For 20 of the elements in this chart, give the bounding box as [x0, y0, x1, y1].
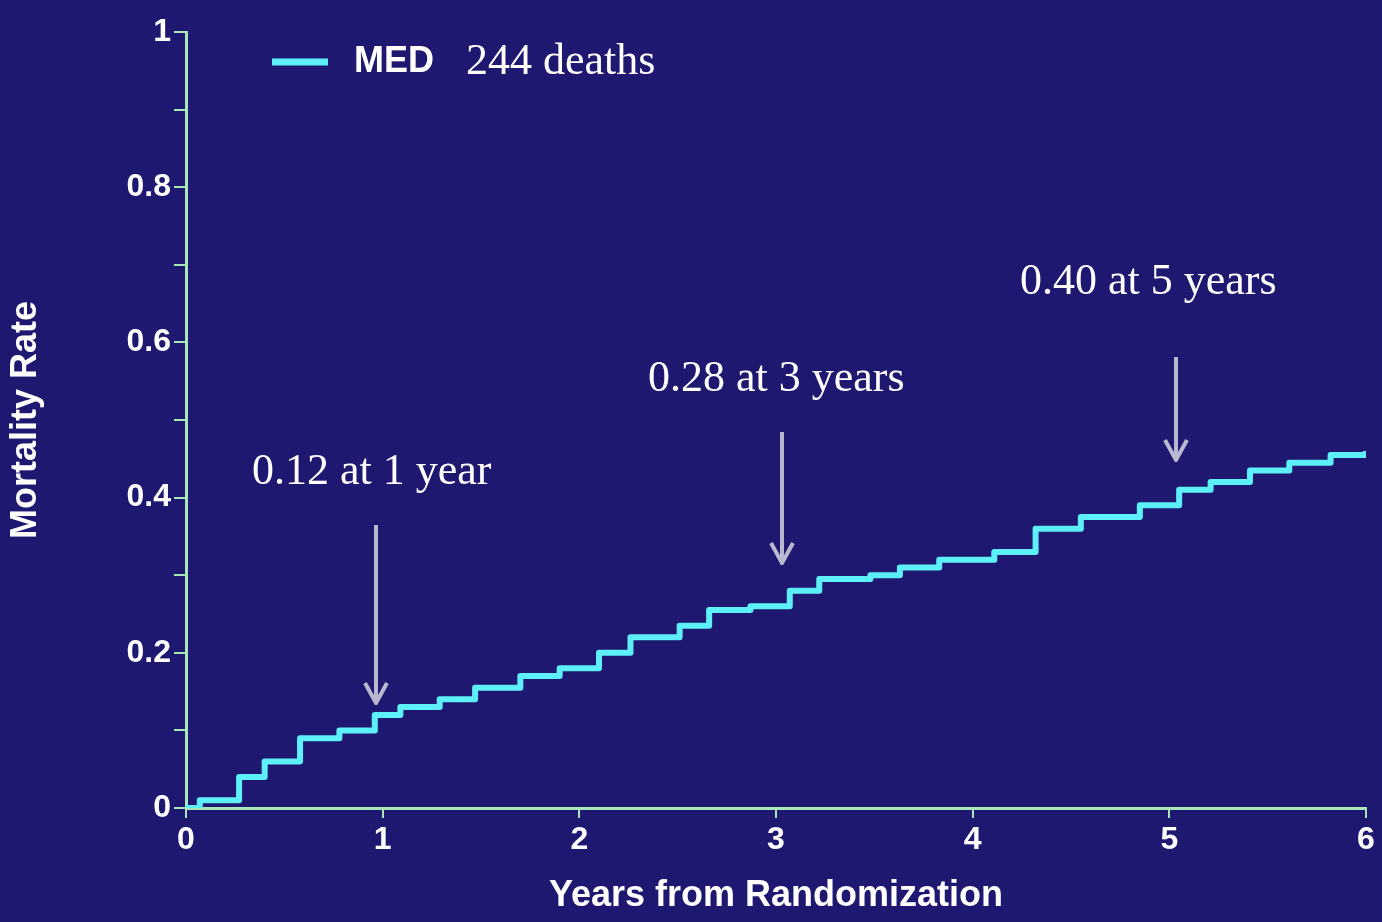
y-tick-label: 0.6: [126, 322, 171, 359]
y-axis-title: Mortality Rate: [2, 300, 44, 540]
x-tick-label: 1: [373, 820, 392, 857]
annotation: 0.12 at 1 year: [252, 445, 492, 494]
legend-label: MED: [354, 38, 434, 80]
annotation: 244 deaths: [466, 34, 656, 84]
x-tick-label: 5: [1160, 820, 1179, 857]
x-tick-label: 4: [963, 820, 982, 857]
y-tick-label: 0.2: [126, 632, 171, 669]
y-tick-label: 1: [153, 11, 171, 48]
x-tick-label: 3: [767, 820, 785, 857]
x-tick-label: 0: [177, 820, 195, 857]
x-tick-label: 6: [1357, 820, 1375, 857]
y-tick-label: 0: [153, 787, 171, 824]
annotation: 0.40 at 5 years: [1020, 255, 1277, 304]
annotation: 0.28 at 3 years: [648, 352, 905, 401]
x-tick-label: 2: [570, 820, 589, 857]
x-axis-title: Years from Randomization: [548, 873, 1004, 915]
y-tick-label: 0.8: [126, 167, 171, 204]
y-tick-label: 0.4: [126, 477, 172, 514]
